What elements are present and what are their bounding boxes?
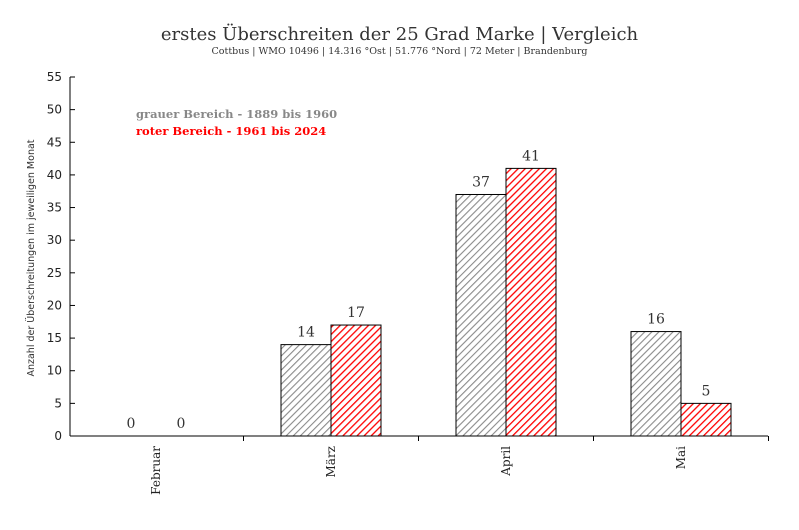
bar xyxy=(455,193,507,437)
data-label: 37 xyxy=(472,174,490,190)
data-label: 17 xyxy=(347,305,365,321)
y-tick-label: 40 xyxy=(47,168,62,182)
data-label: 14 xyxy=(297,325,315,341)
y-tick-label: 25 xyxy=(47,266,62,280)
x-tick-label: März xyxy=(324,446,338,478)
x-tick-label: Mai xyxy=(674,446,688,469)
y-tick-label: 15 xyxy=(47,331,62,345)
chart-title: erstes Überschreiten der 25 Grad Marke |… xyxy=(160,24,639,45)
x-tick-label: April xyxy=(499,446,513,477)
data-label: 0 xyxy=(127,416,136,432)
y-tick-label: 45 xyxy=(47,135,62,149)
bar xyxy=(630,331,682,437)
bar xyxy=(505,167,557,437)
y-tick-label: 0 xyxy=(54,429,62,443)
data-label: 5 xyxy=(702,383,711,399)
bar xyxy=(280,344,332,437)
bar xyxy=(680,402,732,437)
y-tick-label: 5 xyxy=(54,396,62,410)
bar xyxy=(330,324,382,437)
y-tick-label: 10 xyxy=(47,364,62,378)
y-tick-label: 55 xyxy=(47,70,62,84)
chart-subtitle: Cottbus | WMO 10496 | 14.316 °Ost | 51.7… xyxy=(211,46,588,57)
y-tick-label: 30 xyxy=(47,233,62,247)
legend-entry-gray: grauer Bereich - 1889 bis 1960 xyxy=(136,107,337,121)
data-label: 0 xyxy=(177,416,186,432)
legend-entry-red: roter Bereich - 1961 bis 2024 xyxy=(136,124,326,138)
y-tick-label: 20 xyxy=(47,298,62,312)
y-axis-label: Anzahl der Überschreitungen im jeweilige… xyxy=(26,139,37,376)
data-label: 16 xyxy=(647,312,665,328)
x-tick-label: Februar xyxy=(149,446,163,495)
data-label: 41 xyxy=(522,148,540,164)
y-tick-label: 35 xyxy=(47,201,62,215)
y-tick-label: 50 xyxy=(47,103,62,117)
